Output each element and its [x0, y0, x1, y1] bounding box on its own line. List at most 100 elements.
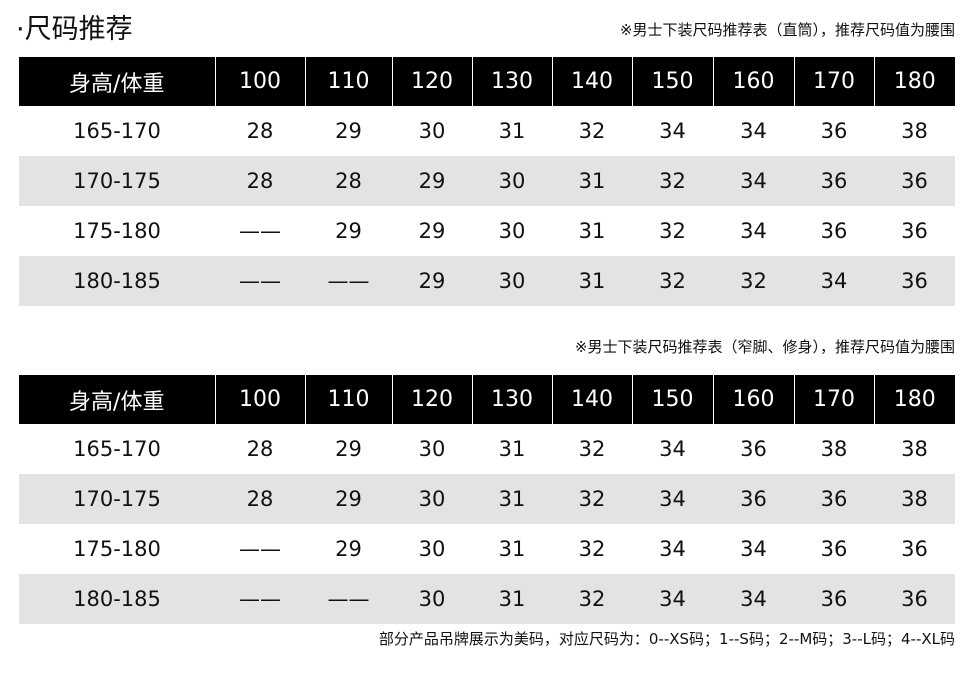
size-cell: 34	[659, 119, 686, 143]
size-cell: 30	[392, 474, 472, 524]
size-cell: 34	[632, 474, 713, 524]
height-range-cell: 180-185	[19, 574, 215, 624]
size-cell: 34	[740, 537, 767, 561]
size-cell: 32	[578, 119, 606, 143]
size-cell: 36	[901, 537, 928, 561]
size-cell: 32	[632, 256, 713, 306]
size-cell: 29	[392, 156, 472, 206]
size-cell: 38	[820, 437, 848, 461]
size-cell: 34	[659, 537, 686, 561]
weight-header: 120	[391, 57, 472, 106]
header-row: 身高/体重 100 110 120 130 140 150 160 170 180	[19, 375, 955, 424]
size-table-slim: 身高/体重 100 110 120 130 140 150 160 170 180 165-170 2…	[19, 375, 955, 624]
size-cell: 36	[874, 256, 955, 306]
size-cell: 34	[794, 256, 874, 306]
size-cell: 29	[418, 219, 446, 243]
size-cell: 34	[740, 219, 767, 243]
size-cell: 32	[578, 437, 606, 461]
size-cell: 38	[901, 119, 928, 143]
weight-header: 100	[214, 57, 305, 106]
size-cell: 32	[659, 219, 686, 243]
size-cell: 28	[215, 474, 305, 524]
size-cell: 36	[874, 574, 955, 624]
size-cell: 32	[713, 256, 794, 306]
weight-header: 100	[214, 375, 305, 424]
size-conversion-footnote: 部分产品吊牌展示为美码，对应尺码为：0--XS码；1--S码；2--M码；3--…	[378, 630, 955, 648]
size-cell: 38	[874, 474, 955, 524]
size-cell: 29	[335, 219, 362, 243]
size-cell: 30	[472, 256, 552, 306]
height-weight-header: 身高/体重	[19, 57, 215, 106]
weight-header: 150	[631, 375, 713, 424]
table-row: 180-185 —— —— 29 30 31 32 32 34 36	[19, 256, 955, 306]
size-cell: 36	[820, 119, 848, 143]
height-range-cell: 170-175	[19, 474, 215, 524]
size-cell: 32	[552, 574, 632, 624]
header-row: 身高/体重 100 110 120 130 140 150 160 170 180	[19, 57, 955, 106]
size-cell: 31	[472, 474, 552, 524]
size-cell: 31	[552, 256, 632, 306]
size-cell: 36	[713, 474, 794, 524]
weight-header: 160	[712, 57, 794, 106]
size-cell: ——	[215, 574, 305, 624]
size-cell: 38	[901, 437, 928, 461]
weight-header: 170	[793, 57, 874, 106]
size-table-straight: 身高/体重 100 110 120 130 140 150 160 170 180 165-170 2…	[19, 57, 955, 306]
size-cell: 31	[498, 437, 526, 461]
size-cell: 36	[740, 437, 767, 461]
size-cell: 28	[246, 119, 274, 143]
height-range-cell: 180-185	[19, 256, 215, 306]
table-row: 165-170 28 29 30 31 32 34 36 38 38	[19, 424, 955, 474]
size-cell: 31	[472, 574, 552, 624]
size-cell: 30	[472, 156, 552, 206]
weight-header: 140	[551, 57, 632, 106]
weight-header: 170	[793, 375, 874, 424]
size-cell: 36	[901, 219, 928, 243]
size-cell: 32	[552, 474, 632, 524]
size-cell: 30	[418, 437, 446, 461]
height-range-cell: 165-170	[73, 119, 161, 143]
size-cell: 28	[305, 156, 392, 206]
weight-header: 150	[631, 57, 713, 106]
size-cell: 31	[498, 119, 526, 143]
table-note-slim: ※男士下装尺码推荐表（窄脚、修身），推荐尺码值为腰围	[574, 338, 955, 356]
size-cell: 30	[418, 537, 446, 561]
weight-header: 130	[471, 375, 552, 424]
size-cell: 36	[820, 537, 848, 561]
size-cell: 34	[713, 574, 794, 624]
size-cell: 36	[820, 219, 848, 243]
height-range-cell: 165-170	[73, 437, 161, 461]
table-row: 170-175 28 28 29 30 31 32 34 36 36	[19, 156, 955, 206]
height-range-cell: 175-180	[73, 537, 161, 561]
height-range-cell: 170-175	[19, 156, 215, 206]
size-cell: 30	[392, 574, 472, 624]
table-row: 175-180 —— 29 29 30 31 32 34 36 36	[19, 206, 955, 256]
weight-header: 180	[873, 375, 955, 424]
height-range-cell: 175-180	[73, 219, 161, 243]
size-cell: ——	[305, 256, 392, 306]
weight-header: 160	[712, 375, 794, 424]
size-cell: 31	[498, 537, 526, 561]
size-cell: 36	[874, 156, 955, 206]
size-cell: 34	[740, 119, 767, 143]
size-cell: ——	[239, 219, 281, 243]
size-cell: 29	[305, 474, 392, 524]
size-cell: 31	[578, 219, 606, 243]
size-cell: ——	[305, 574, 392, 624]
size-cell: 28	[246, 437, 274, 461]
size-cell: 30	[418, 119, 446, 143]
size-cell: 32	[632, 156, 713, 206]
size-cell: ——	[215, 256, 305, 306]
size-cell: 36	[794, 574, 874, 624]
table-row: 175-180 —— 29 30 31 32 34 34 36 36	[19, 524, 955, 574]
height-weight-header: 身高/体重	[19, 375, 215, 424]
size-cell: 28	[215, 156, 305, 206]
size-cell: 30	[498, 219, 526, 243]
size-cell: 36	[794, 156, 874, 206]
page-title: ·尺码推荐	[16, 14, 133, 45]
size-cell: 32	[578, 537, 606, 561]
size-cell: 34	[713, 156, 794, 206]
size-cell: 29	[335, 537, 362, 561]
size-cell: 36	[794, 474, 874, 524]
table-row: 165-170 28 29 30 31 32 34 34 36 38	[19, 106, 955, 156]
